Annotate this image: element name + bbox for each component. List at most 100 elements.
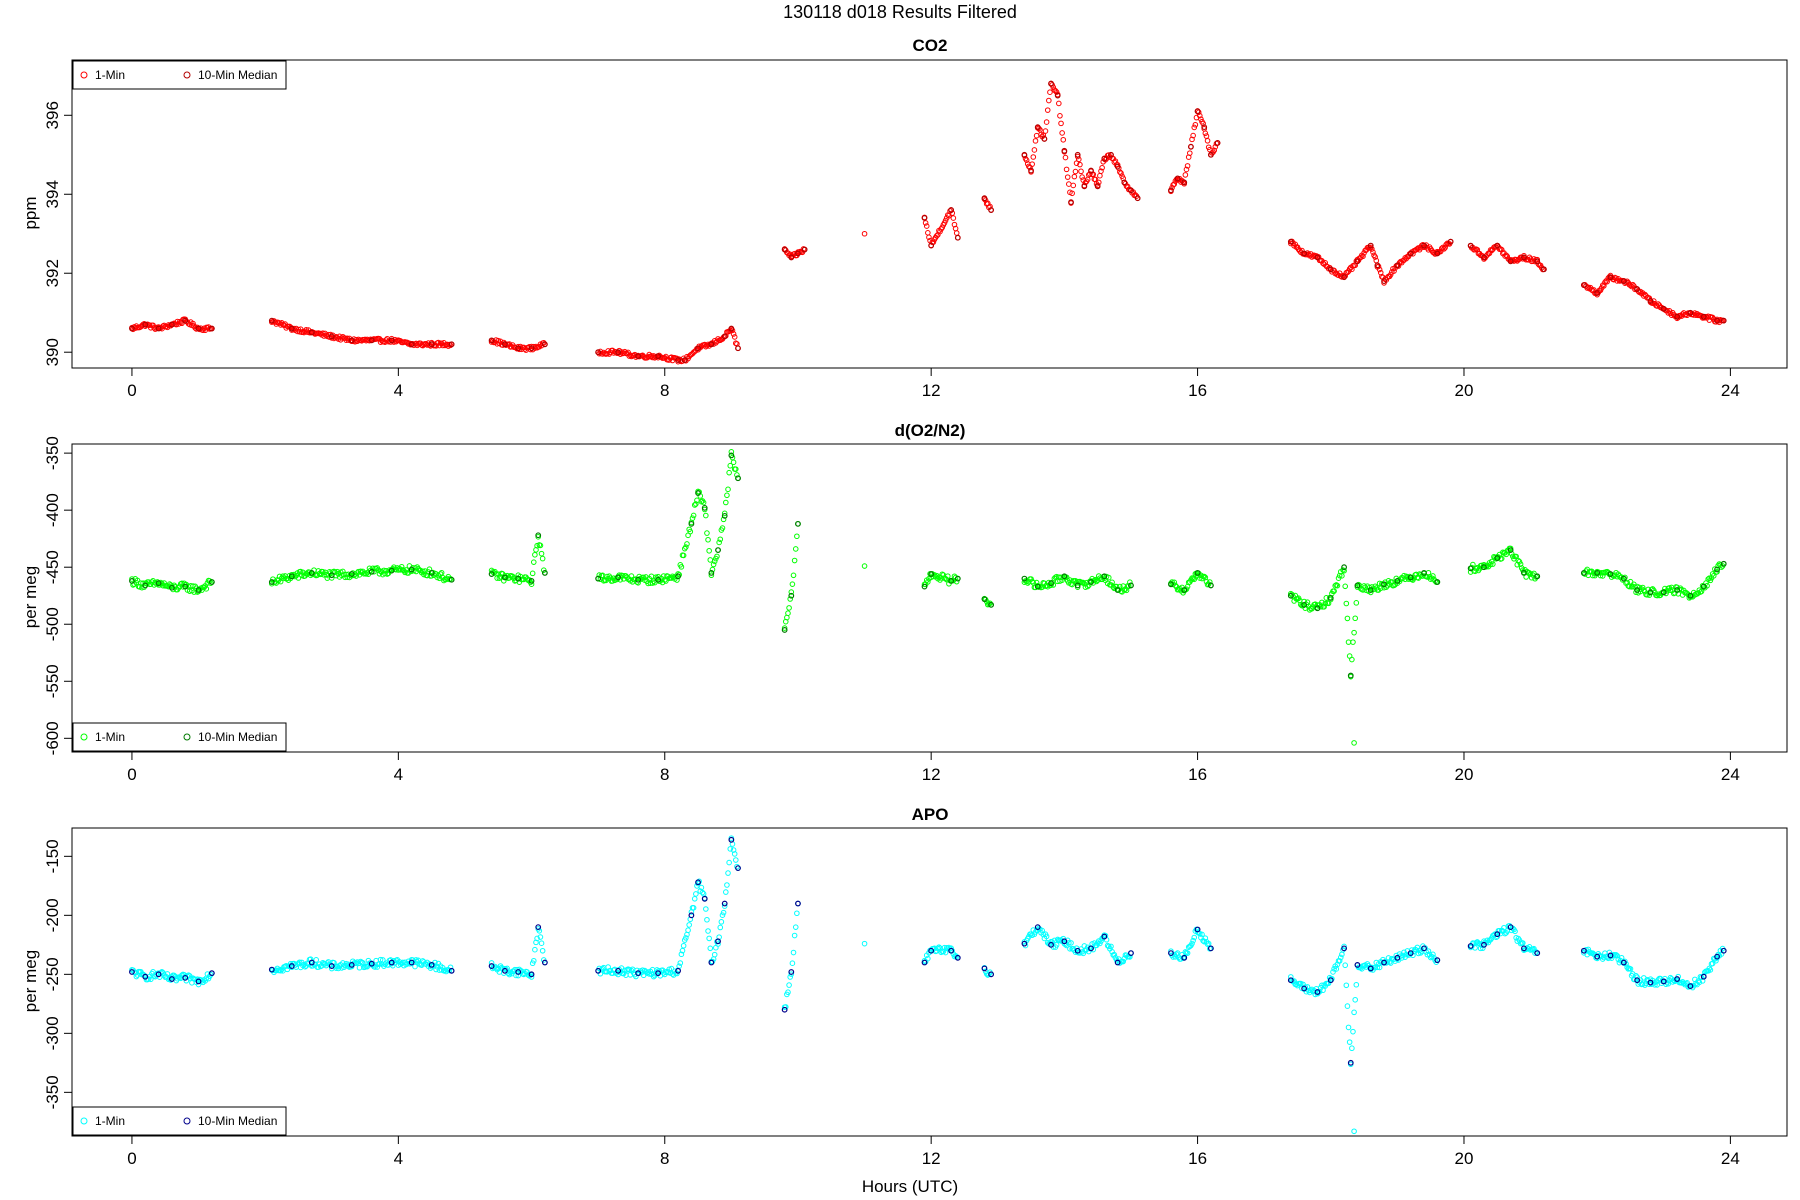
legend-marker-median [183, 1117, 191, 1125]
point-1min [1582, 571, 1588, 577]
point-1min [721, 903, 728, 909]
point-1min [1344, 1003, 1351, 1009]
y-tick-label-apo: -200 [43, 898, 62, 932]
point-1min [1184, 163, 1191, 169]
point-10min-median [155, 325, 162, 332]
point-1min [724, 882, 730, 888]
point-1min [1424, 951, 1431, 958]
point-10min-median [348, 337, 355, 344]
point-1min [496, 575, 503, 581]
point-1min [1622, 574, 1628, 581]
point-10min-median [1194, 926, 1201, 933]
point-1min [1345, 1024, 1352, 1031]
point-1min [1345, 639, 1352, 645]
point-1min [1644, 976, 1650, 983]
median-points-apo [129, 836, 1727, 1066]
point-1min [1670, 977, 1677, 984]
point-1min [1098, 168, 1104, 174]
point-1min [1198, 116, 1204, 122]
point-1min [1350, 639, 1356, 645]
point-1min [1182, 172, 1189, 178]
point-10min-median [1301, 985, 1308, 992]
point-1min [447, 342, 454, 349]
point-1min [1702, 314, 1708, 321]
point-10min-median [1407, 950, 1414, 956]
x-tick-label-co2: 0 [127, 381, 136, 400]
y-tick-label-o2n2: -350 [43, 436, 62, 470]
point-1min [372, 964, 378, 970]
point-10min-median [1354, 582, 1361, 589]
point-10min-median [288, 325, 295, 332]
point-1min [340, 568, 346, 575]
point-1min [1343, 982, 1350, 989]
point-1min [732, 466, 739, 472]
point-1min [1058, 120, 1064, 127]
point-10min-median [142, 973, 149, 980]
point-1min [1191, 124, 1198, 131]
point-10min-median [1494, 931, 1501, 938]
point-1min [794, 533, 800, 540]
point-1min [791, 557, 798, 564]
point-10min-median [1660, 978, 1667, 985]
point-1min [1588, 287, 1595, 293]
point-1min [1350, 1028, 1356, 1035]
point-1min [708, 572, 715, 579]
point-10min-median [388, 337, 395, 344]
y-tick-label-co2: 394 [43, 180, 62, 208]
point-1min [1064, 174, 1071, 180]
point-10min-median [1620, 959, 1627, 966]
point-10min-median [1094, 183, 1101, 190]
point-10min-median [1674, 587, 1681, 593]
point-10min-median [1034, 124, 1041, 131]
point-10min-median [635, 970, 642, 977]
point-10min-median [1128, 582, 1134, 589]
point-1min [1341, 943, 1347, 950]
point-10min-median [1594, 290, 1601, 296]
point-10min-median [1128, 950, 1134, 956]
point-10min-median [735, 345, 741, 352]
point-10min-median [635, 353, 642, 360]
point-1min [1043, 933, 1050, 940]
point-10min-median [1714, 317, 1720, 324]
panel-title-co2: CO2 [913, 36, 948, 55]
point-10min-median [1061, 573, 1068, 580]
point-10min-median [1101, 155, 1108, 162]
point-1min [937, 228, 943, 235]
point-10min-median [268, 579, 275, 585]
point-1min [951, 953, 958, 960]
point-1min [1211, 147, 1218, 154]
point-1min [1707, 967, 1714, 973]
point-1min [1042, 128, 1049, 134]
point-1min [1370, 249, 1376, 255]
point-1min [1652, 982, 1658, 988]
point-1min [1352, 615, 1358, 622]
point-10min-median [1168, 187, 1174, 194]
point-1min [787, 974, 793, 980]
point-1min [686, 922, 692, 928]
point-10min-median [1168, 581, 1174, 588]
point-10min-median [502, 967, 508, 974]
point-10min-median [1494, 242, 1501, 249]
point-10min-median [728, 325, 735, 332]
point-10min-median [1580, 570, 1587, 576]
x-tick-label-apo: 0 [127, 1149, 136, 1168]
point-1min [1477, 945, 1484, 952]
point-1min [728, 449, 735, 455]
point-1min [353, 573, 359, 579]
point-1min [861, 940, 868, 947]
point-1min [680, 942, 687, 949]
point-1min [539, 947, 546, 954]
point-1min [1206, 579, 1213, 585]
x-tick-label-o2n2: 24 [1721, 765, 1740, 784]
point-1min [1200, 120, 1206, 127]
point-10min-median [988, 207, 995, 213]
point-10min-median [1647, 297, 1654, 304]
point-1min [693, 501, 699, 507]
point-1min [1613, 952, 1619, 958]
point-10min-median [535, 924, 542, 931]
point-1min [791, 932, 798, 939]
point-10min-median [1114, 959, 1121, 966]
point-1min [691, 502, 698, 508]
point-10min-median [142, 582, 149, 589]
point-1min [1650, 298, 1657, 304]
